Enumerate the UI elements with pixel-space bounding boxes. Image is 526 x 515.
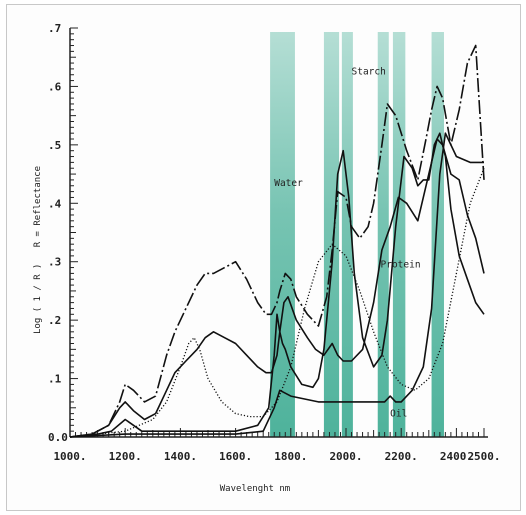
annotation-starch: Starch xyxy=(352,67,386,78)
x-tick-label: 1000. xyxy=(53,450,86,463)
annotations: Starch Water Protein Oil xyxy=(274,67,420,420)
annotation-protein: Protein xyxy=(381,260,421,271)
x-tick-label: 2200. xyxy=(385,450,418,463)
x-axis-label: Wavelenght nm xyxy=(220,484,290,494)
y-tick-label: 0.0 xyxy=(48,431,68,444)
x-tick-label: 1400. xyxy=(164,450,197,463)
y-tick-label: .7 xyxy=(48,22,61,35)
y-tick-label: .4 xyxy=(48,197,62,210)
x-tick-label: 2000. xyxy=(329,450,362,463)
absorption-bands xyxy=(270,32,444,437)
x-tick-label: 1600. xyxy=(219,450,252,463)
absorption-band-5 xyxy=(392,32,406,437)
series-lines xyxy=(69,44,485,438)
series-line-5 xyxy=(69,132,484,438)
annotation-oil: Oil xyxy=(390,409,407,420)
x-tick-label: 1800. xyxy=(274,450,307,463)
annotation-water: Water xyxy=(274,178,303,189)
y-tick-label: .1 xyxy=(48,373,62,386)
absorption-band-6 xyxy=(431,32,444,437)
axes: 0.0 .1 .2 .3 .4 .5 .6 .7 1000. 1200. 1400. 1600. 180… xyxy=(48,22,501,463)
absorption-band-4 xyxy=(377,32,389,437)
absorption-band-3 xyxy=(341,32,353,437)
y-tick-label: .2 xyxy=(48,314,61,327)
x-tick-label: 1200. xyxy=(109,450,142,463)
absorption-band-2 xyxy=(323,32,340,437)
series-line-4 xyxy=(69,167,485,438)
y-tick-label: .6 xyxy=(48,80,62,93)
y-tick-label: .3 xyxy=(48,256,61,269)
y-tick-label: .5 xyxy=(48,139,61,152)
y-axis-label: Log ( 1 / R ) R = Reflectance xyxy=(33,166,43,334)
x-tick-label: 2400. xyxy=(440,450,473,463)
series-line-1 xyxy=(69,44,485,438)
series-line-3 xyxy=(69,132,485,438)
x-tick-label: 2500. xyxy=(467,450,500,463)
series-line-2 xyxy=(69,138,485,438)
absorption-band-1 xyxy=(270,32,295,437)
